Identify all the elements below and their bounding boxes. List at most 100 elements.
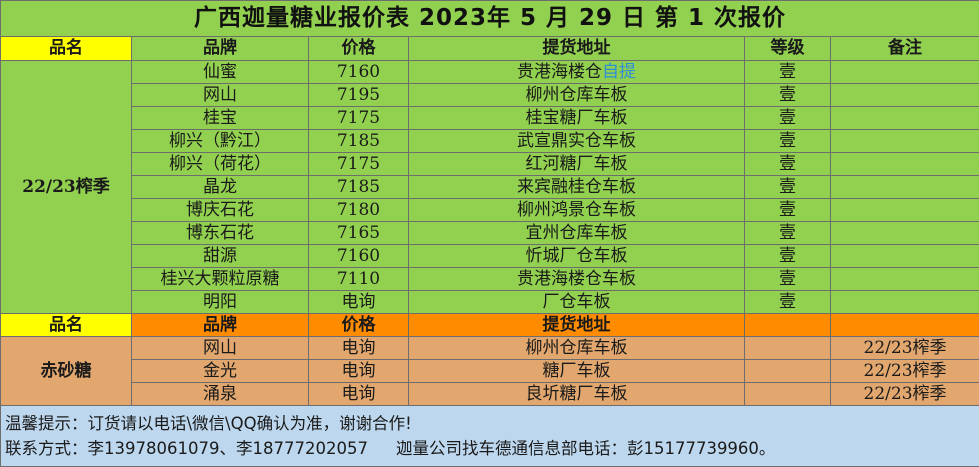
address-text: 宜州仓库车板 [526, 223, 628, 243]
note-cell [831, 245, 979, 268]
address-cell: 忻城厂仓车板 [409, 245, 745, 268]
grade-cell [745, 360, 831, 383]
header2-price: 价格 [309, 314, 409, 337]
brand-cell: 晶龙 [132, 176, 309, 199]
header-row-1: 品名 品牌 价格 提货地址 等级 备注 [1, 37, 979, 61]
table-row: 涌泉电询良圻糖厂车板 22/23榨季 [1, 383, 979, 406]
header-price: 价格 [309, 37, 409, 61]
address-cell: 来宾融桂仓车板 [409, 176, 745, 199]
price-cell: 7160 [309, 245, 409, 268]
notes-cell: 温馨提示：订货请以电话\微信\QQ确认为准，谢谢合作! 联系方式：李139780… [1, 406, 979, 467]
price-cell: 7185 [309, 176, 409, 199]
address-text: 贵港海楼仓车板 [517, 269, 636, 289]
address-cell: 厂仓车板 [409, 291, 745, 314]
note-cell [831, 153, 979, 176]
address-text: 来宾融桂仓车板 [517, 177, 636, 197]
price-cell: 电询 [309, 360, 409, 383]
note-cell [831, 291, 979, 314]
note-cell: 22/23榨季 [831, 360, 979, 383]
header2-grade [745, 314, 831, 337]
address-text: 贵港海楼仓 [517, 62, 602, 82]
address-cell: 糖厂车板 [409, 360, 745, 383]
grade-cell: 壹 [745, 176, 831, 199]
table-row: 明阳电询厂仓车板壹 [1, 291, 979, 314]
address-cell: 贵港海楼仓车板 [409, 268, 745, 291]
brand-cell: 涌泉 [132, 383, 309, 406]
notes-row: 温馨提示：订货请以电话\微信\QQ确认为准，谢谢合作! 联系方式：李139780… [1, 406, 979, 467]
note-cell [831, 176, 979, 199]
header-product: 品名 [1, 37, 132, 61]
grade-cell: 壹 [745, 84, 831, 107]
address-cell: 良圻糖厂车板 [409, 383, 745, 406]
brand-cell: 桂兴大颗粒原糖 [132, 268, 309, 291]
grade-cell: 壹 [745, 61, 831, 84]
address-cell: 柳州仓库车板 [409, 84, 745, 107]
note-cell [831, 130, 979, 153]
address-text: 厂仓车板 [543, 292, 611, 312]
price-cell: 7195 [309, 84, 409, 107]
grade-cell [745, 383, 831, 406]
note-cell [831, 268, 979, 291]
note-cell [831, 199, 979, 222]
brand-cell: 甜源 [132, 245, 309, 268]
grade-cell: 壹 [745, 268, 831, 291]
note-cell: 22/23榨季 [831, 383, 979, 406]
price-cell: 7175 [309, 153, 409, 176]
address-text: 柳州鸿景仓车板 [517, 200, 636, 220]
price-cell: 电询 [309, 291, 409, 314]
note-cell [831, 107, 979, 130]
tip-text: 温馨提示：订货请以电话\微信\QQ确认为准，谢谢合作! [5, 411, 979, 436]
address-text: 忻城厂仓车板 [526, 246, 628, 266]
contact-text: 联系方式：李13978061079、李18777202057 [5, 439, 368, 458]
header-address: 提货地址 [409, 37, 745, 61]
header-note: 备注 [831, 37, 979, 61]
brand-cell: 网山 [132, 337, 309, 360]
grade-cell: 壹 [745, 153, 831, 176]
address-text: 武宣鼎实仓车板 [517, 131, 636, 151]
header-grade: 等级 [745, 37, 831, 61]
price-cell: 电询 [309, 337, 409, 360]
title-row: 广西迦量糖业报价表 2023年 5 月 29 日 第 1 次报价 [1, 1, 979, 37]
category-cell: 赤砂糖 [1, 337, 132, 406]
address-cell: 贵港海楼仓自提 [409, 61, 745, 84]
address-text: 桂宝糖厂车板 [526, 108, 628, 128]
price-cell: 7175 [309, 107, 409, 130]
address-text: 红河糖厂车板 [526, 154, 628, 174]
header2-brand: 品牌 [132, 314, 309, 337]
header2-note [831, 314, 979, 337]
brand-cell: 博庆石花 [132, 199, 309, 222]
brand-cell: 桂宝 [132, 107, 309, 130]
address-cell: 桂宝糖厂车板 [409, 107, 745, 130]
table-row: 金光电询糖厂车板 22/23榨季 [1, 360, 979, 383]
price-cell: 7160 [309, 61, 409, 84]
grade-cell: 壹 [745, 130, 831, 153]
address-cell: 武宣鼎实仓车板 [409, 130, 745, 153]
price-cell: 7110 [309, 268, 409, 291]
brand-cell: 金光 [132, 360, 309, 383]
note-cell [831, 84, 979, 107]
address-cell: 柳州鸿景仓车板 [409, 199, 745, 222]
grade-cell [745, 337, 831, 360]
category-cell: 22/23榨季 [1, 61, 132, 314]
grade-cell: 壹 [745, 199, 831, 222]
dept-text: 迦量公司找车德通信息部电话：彭15177739960。 [396, 439, 775, 458]
brand-cell: 网山 [132, 84, 309, 107]
brand-cell: 仙蜜 [132, 61, 309, 84]
sheet-title: 广西迦量糖业报价表 2023年 5 月 29 日 第 1 次报价 [1, 1, 979, 37]
price-cell: 电询 [309, 383, 409, 406]
header-row-2: 品名 品牌 价格 提货地址 [1, 314, 979, 337]
price-cell: 7165 [309, 222, 409, 245]
grade-cell: 壹 [745, 222, 831, 245]
address-suffix: 自提 [602, 62, 636, 82]
